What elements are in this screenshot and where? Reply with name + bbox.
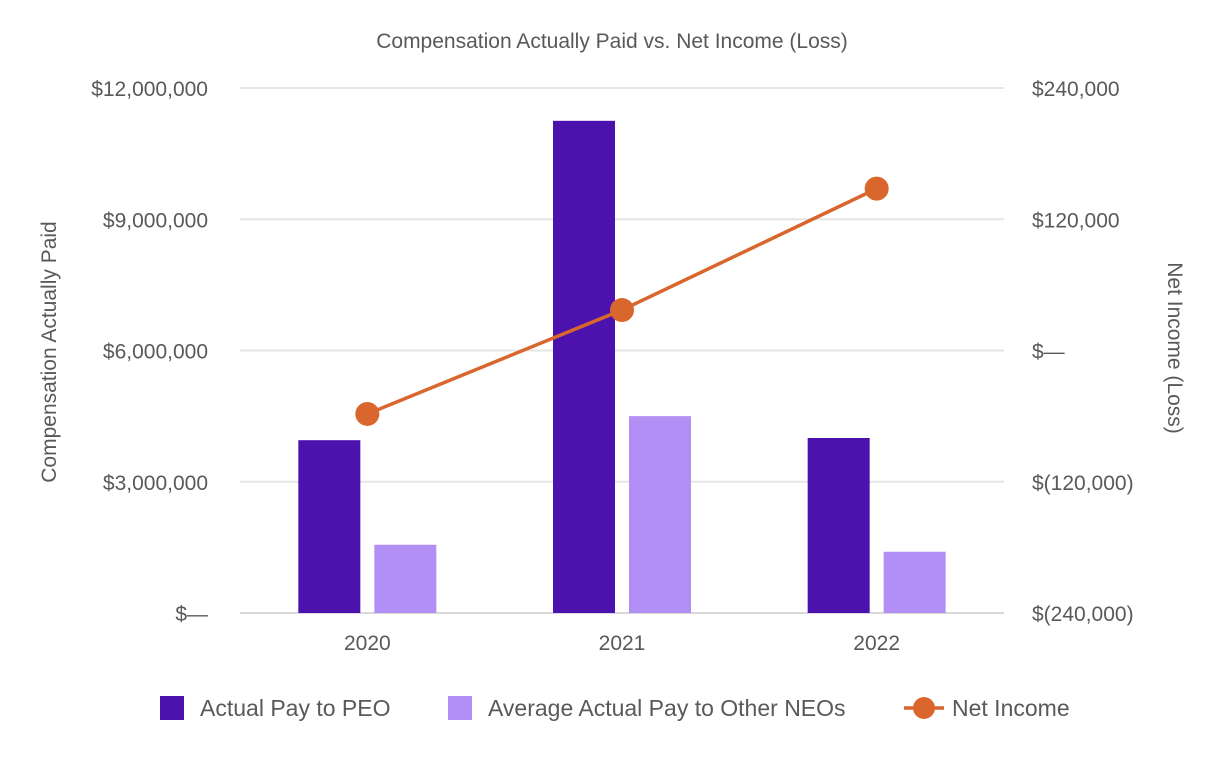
y2-tick-label: $240,000 (1032, 78, 1120, 101)
x-tick-label: 2022 (853, 632, 900, 655)
legend-label-1: Average Actual Pay to Other NEOs (488, 695, 846, 721)
y2-tick-label: $— (1032, 341, 1065, 364)
y-tick-label: $— (175, 603, 208, 626)
y-tick-label: $9,000,000 (103, 209, 208, 232)
left-axis-ticks: $— $3,000,000 $6,000,000 $9,000,000 $12,000,… (91, 78, 208, 626)
y2-tick-label: $120,000 (1032, 209, 1120, 232)
y-tick-label: $6,000,000 (103, 341, 208, 364)
legend-swatch-0 (160, 696, 184, 720)
bars (298, 120, 946, 613)
y2-axis-title: Net Income (Loss) (1163, 262, 1186, 434)
legend-label-0: Actual Pay to PEO (200, 695, 390, 721)
bar-peo-2022 (807, 438, 870, 613)
y-tick-label: $12,000,000 (91, 78, 208, 101)
y-axis-title: Compensation Actually Paid (38, 221, 61, 483)
bar-other-neos-2020 (374, 544, 437, 613)
x-tick-label: 2020 (344, 632, 391, 655)
net-income-point-2022 (864, 176, 889, 201)
bar-peo-2021 (553, 120, 615, 613)
chart-title: Compensation Actually Paid vs. Net Incom… (376, 30, 848, 53)
bar-other-neos-2021 (629, 416, 691, 613)
legend-marker (913, 697, 935, 719)
bar-peo-2020 (298, 440, 361, 613)
x-tick-label: 2021 (599, 632, 646, 655)
right-axis-ticks: $(240,000) $(120,000) $— $120,000 $240,000 (1032, 78, 1134, 626)
net-income-point-2021 (610, 298, 634, 323)
net-income-line (355, 176, 889, 426)
y2-tick-label: $(120,000) (1032, 472, 1134, 495)
y-tick-label: $3,000,000 (103, 472, 208, 495)
x-axis-ticks: 2020 2021 2022 (344, 632, 900, 655)
legend: Actual Pay to PEO Average Actual Pay to O… (160, 695, 1070, 721)
net-income-point-2020 (355, 401, 380, 426)
y2-tick-label: $(240,000) (1032, 603, 1134, 626)
legend-label-2: Net Income (952, 695, 1070, 721)
bar-other-neos-2022 (883, 551, 946, 613)
gridlines (240, 87, 1004, 614)
legend-swatch-1 (448, 696, 472, 720)
